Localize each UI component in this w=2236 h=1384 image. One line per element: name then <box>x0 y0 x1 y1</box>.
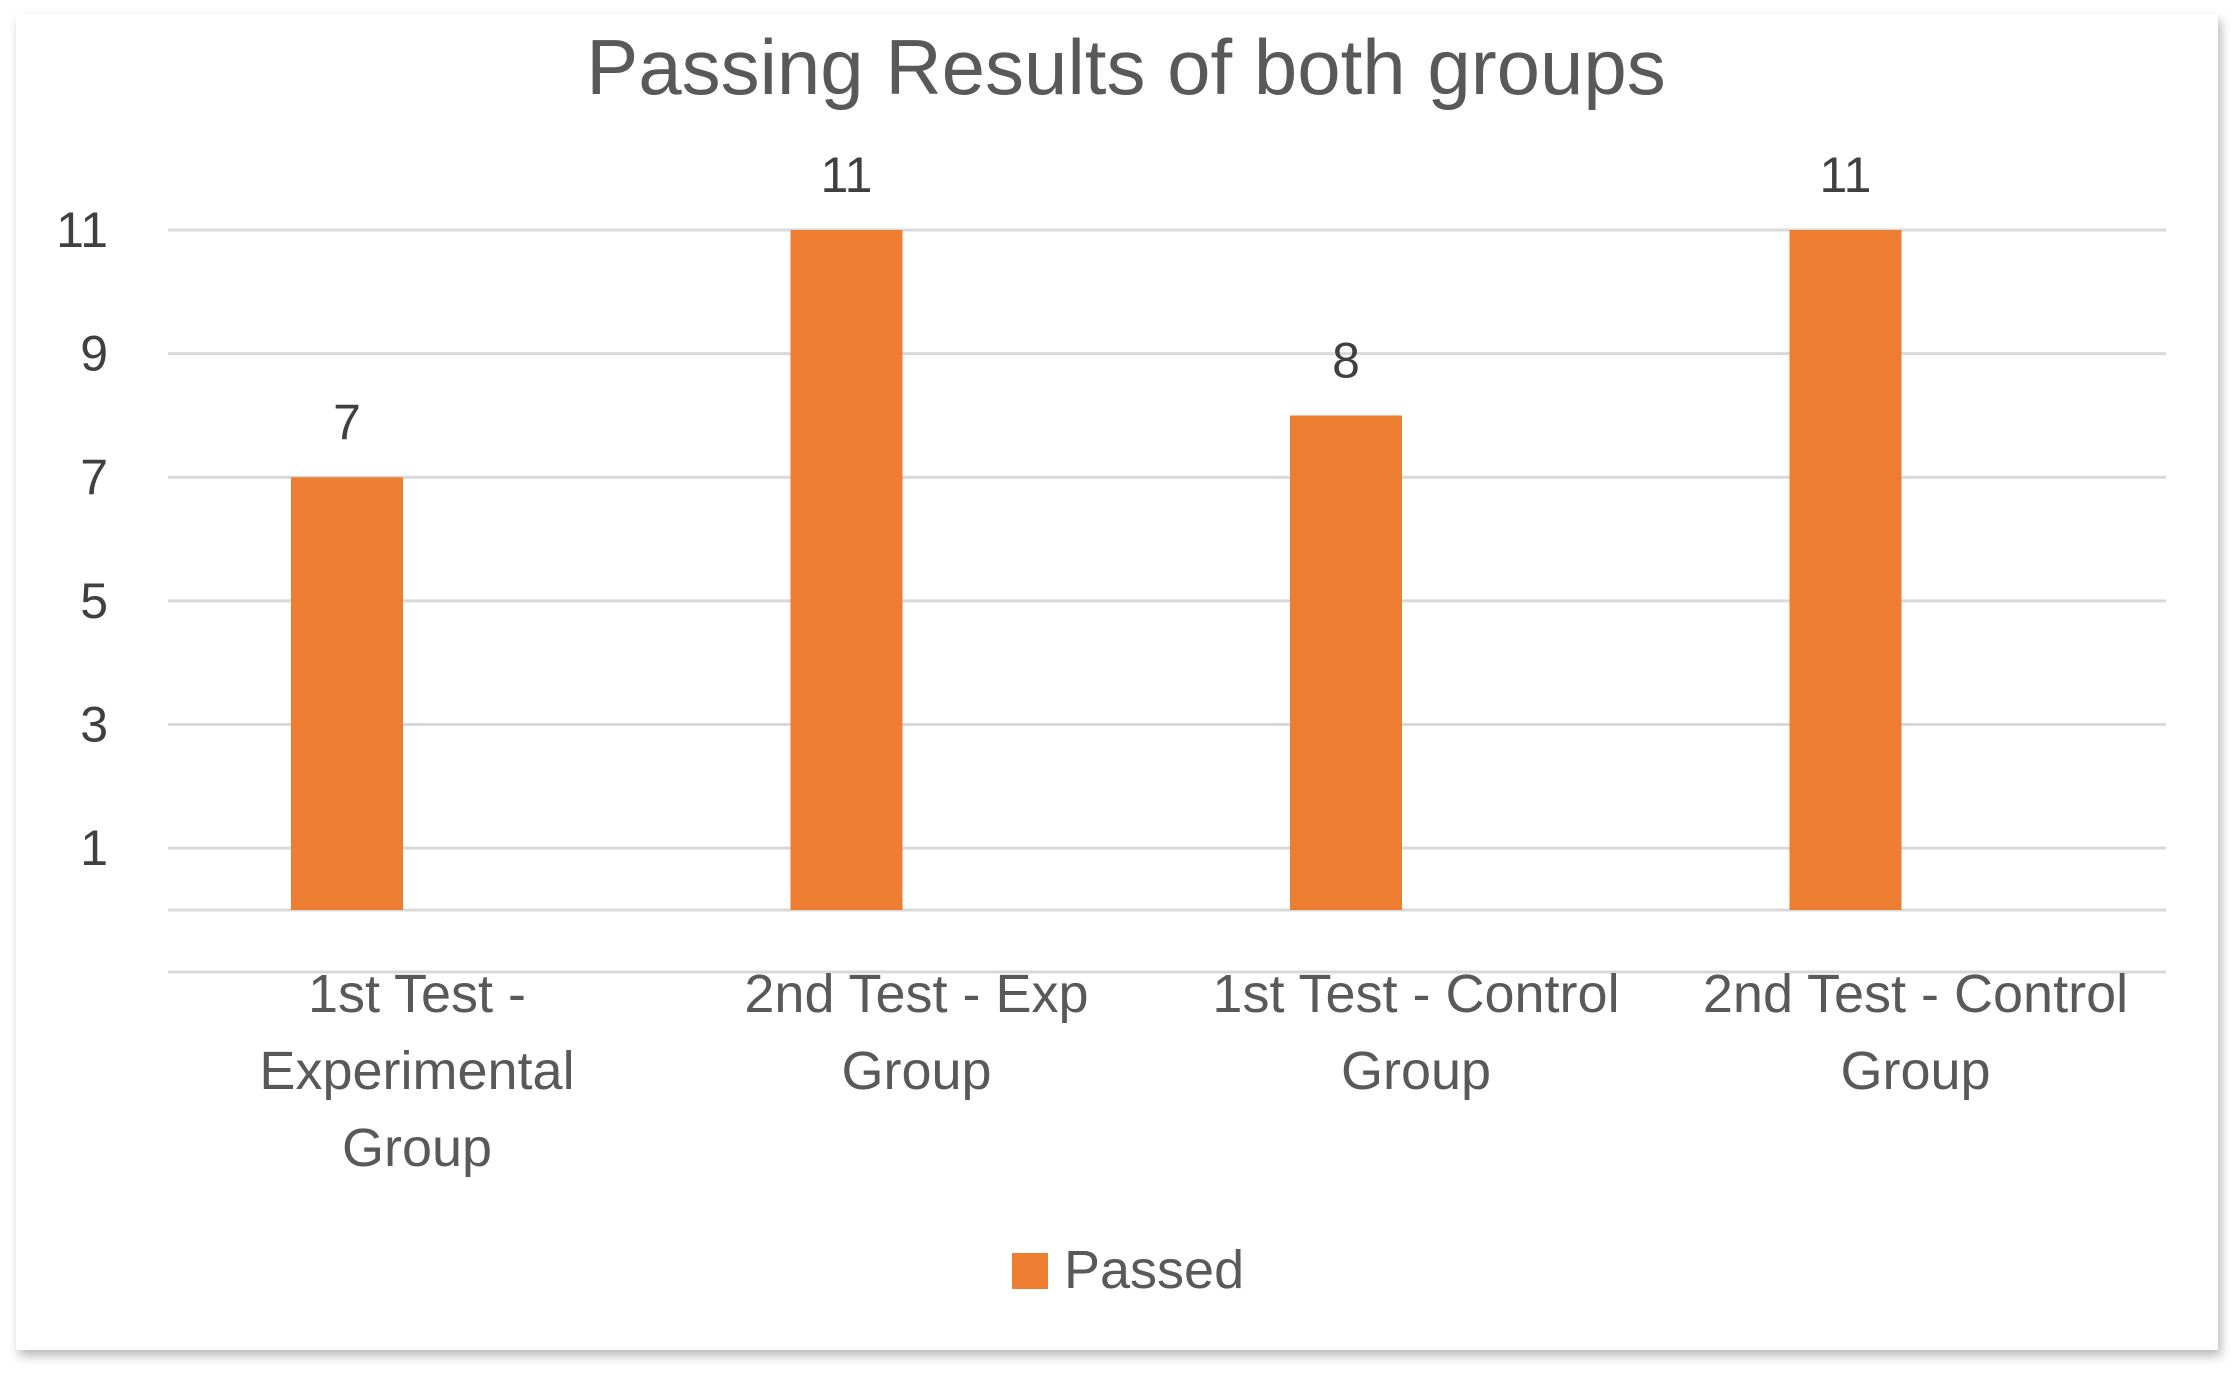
data-label: 7 <box>333 394 361 450</box>
y-tick-label: 5 <box>80 573 108 629</box>
y-tick-label: 1 <box>80 820 108 876</box>
x-tick-label-line: 1st Test - Control <box>1212 964 1619 1024</box>
x-tick-label: 2nd Test - Control Group <box>1703 964 2128 1101</box>
x-tick-label-line: 2nd Test - Control <box>1703 964 2128 1024</box>
data-label: 11 <box>821 147 873 203</box>
x-tick-label-line: Group <box>1840 1041 1990 1101</box>
bar <box>291 477 403 910</box>
x-tick-label-line: Experimental <box>259 1041 574 1101</box>
legend-swatch <box>1012 1253 1048 1289</box>
chart-legend: Passed <box>1012 1240 1244 1300</box>
legend-label: Passed <box>1064 1240 1244 1300</box>
x-tick-label: 1st Test - Experimental Group <box>259 964 574 1178</box>
y-tick-label: 3 <box>80 697 108 753</box>
x-tick-label-line: 2nd Test - Exp <box>744 964 1088 1024</box>
x-tick-label: 1st Test - Control Group <box>1212 964 1619 1101</box>
data-label: 8 <box>1332 332 1360 388</box>
bar <box>1290 415 1402 910</box>
x-tick-label-line: Group <box>1341 1041 1491 1101</box>
x-tick-label-line: Group <box>841 1041 991 1101</box>
data-label: 11 <box>1820 147 1872 203</box>
y-tick-label: 7 <box>80 449 108 505</box>
x-tick-label: 2nd Test - Exp Group <box>744 964 1088 1101</box>
x-tick-label-line: Group <box>342 1118 492 1178</box>
bar <box>1789 230 1902 910</box>
y-tick-label: 9 <box>80 326 108 382</box>
y-tick-label: 11 <box>56 202 108 258</box>
chart-title: Passing Results of both groups <box>586 23 1666 111</box>
bar <box>790 230 903 910</box>
x-tick-label-line: 1st Test - <box>308 964 526 1024</box>
